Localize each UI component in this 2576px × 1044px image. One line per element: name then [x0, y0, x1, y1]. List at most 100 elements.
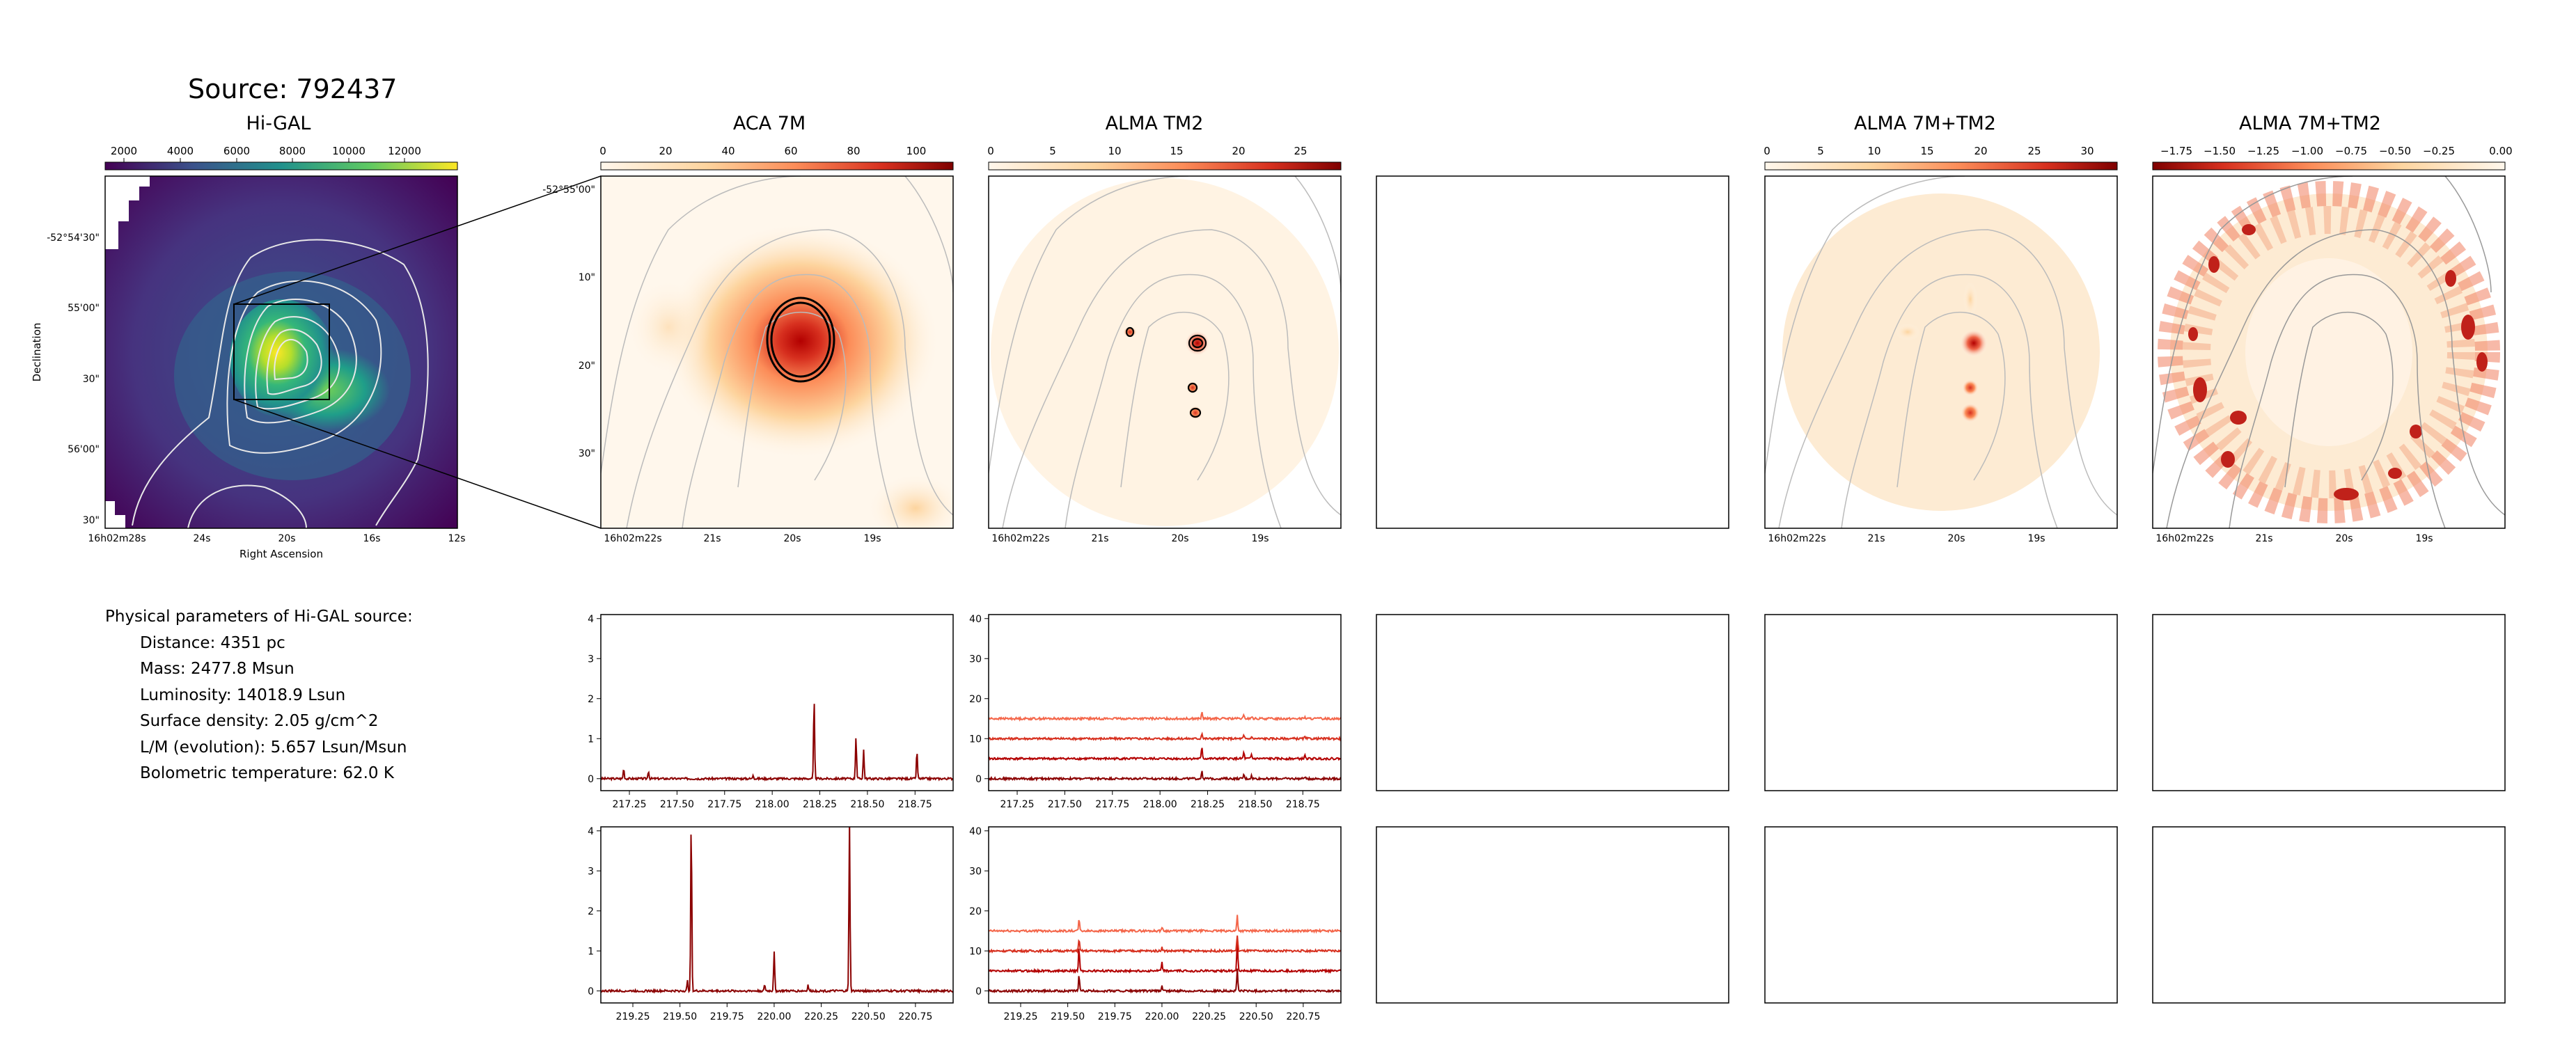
svg-text:56'00": 56'00"	[68, 444, 100, 455]
aca-spectrum-bottom-ytick: 4	[588, 826, 594, 837]
svg-text:20s: 20s	[2335, 533, 2353, 544]
cb-higal-tick-6: 12000	[388, 145, 421, 157]
tm2-spectrum-bottom-ytick: 20	[969, 906, 982, 917]
aca-spectrum-bottom-xtick: 219.50	[663, 1011, 697, 1022]
svg-text:0: 0	[1764, 145, 1770, 157]
tm2-spectrum-top-ytick: 10	[969, 734, 982, 745]
aca-spectrum-bottom-ytick: 2	[588, 906, 594, 917]
tm2-spectrum-top-frame	[988, 614, 1342, 791]
tm2-spectrum-top: 217.25 217.50 217.75 218.00 218.25 218.50 218.…	[969, 614, 1342, 810]
aca-spectrum-bottom-ytick: 3	[588, 866, 594, 877]
svg-text:−0.50: −0.50	[2379, 145, 2411, 157]
svg-text:16h02m22s: 16h02m22s	[604, 533, 661, 544]
panel-title-combo: ALMA 7M+TM2	[1854, 113, 1996, 134]
svg-text:16h02m22s: 16h02m22s	[1768, 533, 1825, 544]
cb-higal-tick-4: 8000	[279, 145, 306, 157]
svg-text:30": 30"	[83, 374, 100, 385]
tm2-spectrum-bottom-xtick: 220.50	[1239, 1011, 1273, 1022]
svg-text:−1.25: −1.25	[2247, 145, 2279, 157]
aca-spectrum-top-frame	[600, 614, 954, 791]
tm2-image	[989, 176, 1341, 528]
tm2-ra-axis: 16h02m22s 21s 20s 19s	[991, 533, 1269, 544]
svg-text:20: 20	[1974, 145, 1987, 157]
tm2-spectrum-top-ytick: 20	[969, 694, 982, 705]
svg-text:80: 80	[847, 145, 860, 157]
svg-text:24s: 24s	[193, 533, 210, 544]
aca-spectrum-top: 217.25 217.50 217.75 218.00 218.25 218.50 218.…	[588, 614, 954, 810]
aca-spectrum-bottom-xtick: 219.25	[616, 1011, 650, 1022]
svg-text:5: 5	[1817, 145, 1824, 157]
aca-spectrum-bottom-frame	[600, 826, 954, 1004]
svg-text:20s: 20s	[1171, 533, 1188, 544]
empty-spectrum-box	[2152, 826, 2506, 1004]
tm2-spectrum-top-series-1	[989, 748, 1341, 762]
tm2-spectrum-bottom-ytick: 40	[969, 826, 982, 837]
aca-spectrum-top-xtick: 217.50	[660, 799, 694, 810]
aca-spectrum-bottom-xtick: 220.00	[757, 1011, 791, 1022]
tm2-spectrum-top-xtick: 217.50	[1048, 799, 1082, 810]
param-tbol: Bolometric temperature: 62.0 K	[140, 764, 394, 782]
combo-ra-axis: 16h02m22s 21s 20s 19s	[1768, 533, 2045, 544]
svg-text:16h02m22s: 16h02m22s	[2155, 533, 2213, 544]
physical-params: Physical parameters of Hi-GAL source: Di…	[105, 604, 413, 787]
aca-spectrum-top-xtick: 218.00	[755, 799, 790, 810]
svg-text:19s: 19s	[2415, 533, 2433, 544]
svg-text:10: 10	[1108, 145, 1121, 157]
panel-title-tm2: ALMA TM2	[1105, 113, 1204, 134]
aca-spectrum-top-xtick: 218.50	[850, 799, 884, 810]
aca-spectrum-bottom: 219.25 219.50 219.75 220.00 220.25 220.50 220.…	[588, 826, 954, 1022]
tm2-spectrum-top-series-3	[989, 711, 1341, 722]
empty-spectrum-box	[1764, 826, 2118, 1004]
svg-text:21s: 21s	[703, 533, 721, 544]
aca-ra-axis: 16h02m22s 21s 20s 19s	[604, 533, 881, 544]
aca-colorbar: 0 20 40 60 80 100	[599, 145, 954, 171]
tm2-spectrum-bottom-series-1	[989, 938, 1341, 974]
svg-text:30: 30	[2080, 145, 2094, 157]
svg-text:−1.75: −1.75	[2160, 145, 2192, 157]
aca-spectrum-bottom-ytick: 0	[588, 986, 594, 997]
tm2-spectrum-bottom-xtick: 219.50	[1051, 1011, 1085, 1022]
svg-text:0.00: 0.00	[2489, 145, 2512, 157]
zoom-connectors	[233, 175, 602, 529]
cb-higal-tick-5: 10000	[332, 145, 366, 157]
aca-spectrum-top-ytick: 3	[588, 654, 594, 665]
higal-frame	[104, 175, 458, 529]
empty-image-panel	[1376, 175, 1729, 529]
tm2-spectrum-top-xtick: 217.75	[1095, 799, 1129, 810]
svg-text:−1.50: −1.50	[2204, 145, 2236, 157]
svg-text:-52°54'30": -52°54'30"	[47, 232, 100, 244]
svg-text:0: 0	[987, 145, 994, 157]
svg-text:15: 15	[1920, 145, 1933, 157]
aca-spectrum-bottom-xtick: 220.50	[851, 1011, 886, 1022]
svg-text:21s: 21s	[1867, 533, 1885, 544]
svg-text:25: 25	[2027, 145, 2041, 157]
svg-text:40: 40	[721, 145, 735, 157]
tm2-spectrum-bottom-ytick: 30	[969, 866, 982, 877]
params-heading: Physical parameters of Hi-GAL source:	[105, 608, 413, 626]
svg-text:21s: 21s	[1091, 533, 1108, 544]
ra-axis-label: Right Ascension	[239, 548, 323, 560]
aca-spectrum-bottom-xtick: 219.75	[710, 1011, 744, 1022]
aca-spectrum-bottom-xtick: 220.25	[804, 1011, 838, 1022]
svg-text:10": 10"	[579, 272, 595, 283]
svg-text:20s: 20s	[783, 533, 801, 544]
aca-spectrum-top-xtick: 218.25	[803, 799, 837, 810]
svg-text:−1.00: −1.00	[2291, 145, 2323, 157]
svg-text:30": 30"	[579, 448, 595, 459]
empty-spectrum-box	[2152, 614, 2506, 791]
aca-spectrum-bottom-xtick: 220.75	[898, 1011, 932, 1022]
svg-text:25: 25	[1294, 145, 1307, 157]
aca-spectrum-top-xtick: 218.75	[898, 799, 932, 810]
svg-text:5: 5	[1049, 145, 1056, 157]
param-luminosity: Luminosity: 14018.9 Lsun	[140, 686, 346, 704]
tm2-spectrum-bottom-xtick: 220.75	[1286, 1011, 1320, 1022]
svg-text:-52°55'00": -52°55'00"	[542, 184, 595, 196]
source-title: Source: 792437	[188, 74, 398, 104]
aca-spectrum-top-ytick: 0	[588, 774, 594, 785]
aca-image	[601, 176, 953, 528]
tm2-spectrum-top-ytick: 30	[969, 654, 982, 665]
combo-image	[1765, 176, 2117, 528]
svg-text:16s: 16s	[363, 533, 380, 544]
panel-title-higal: Hi-GAL	[246, 113, 311, 134]
